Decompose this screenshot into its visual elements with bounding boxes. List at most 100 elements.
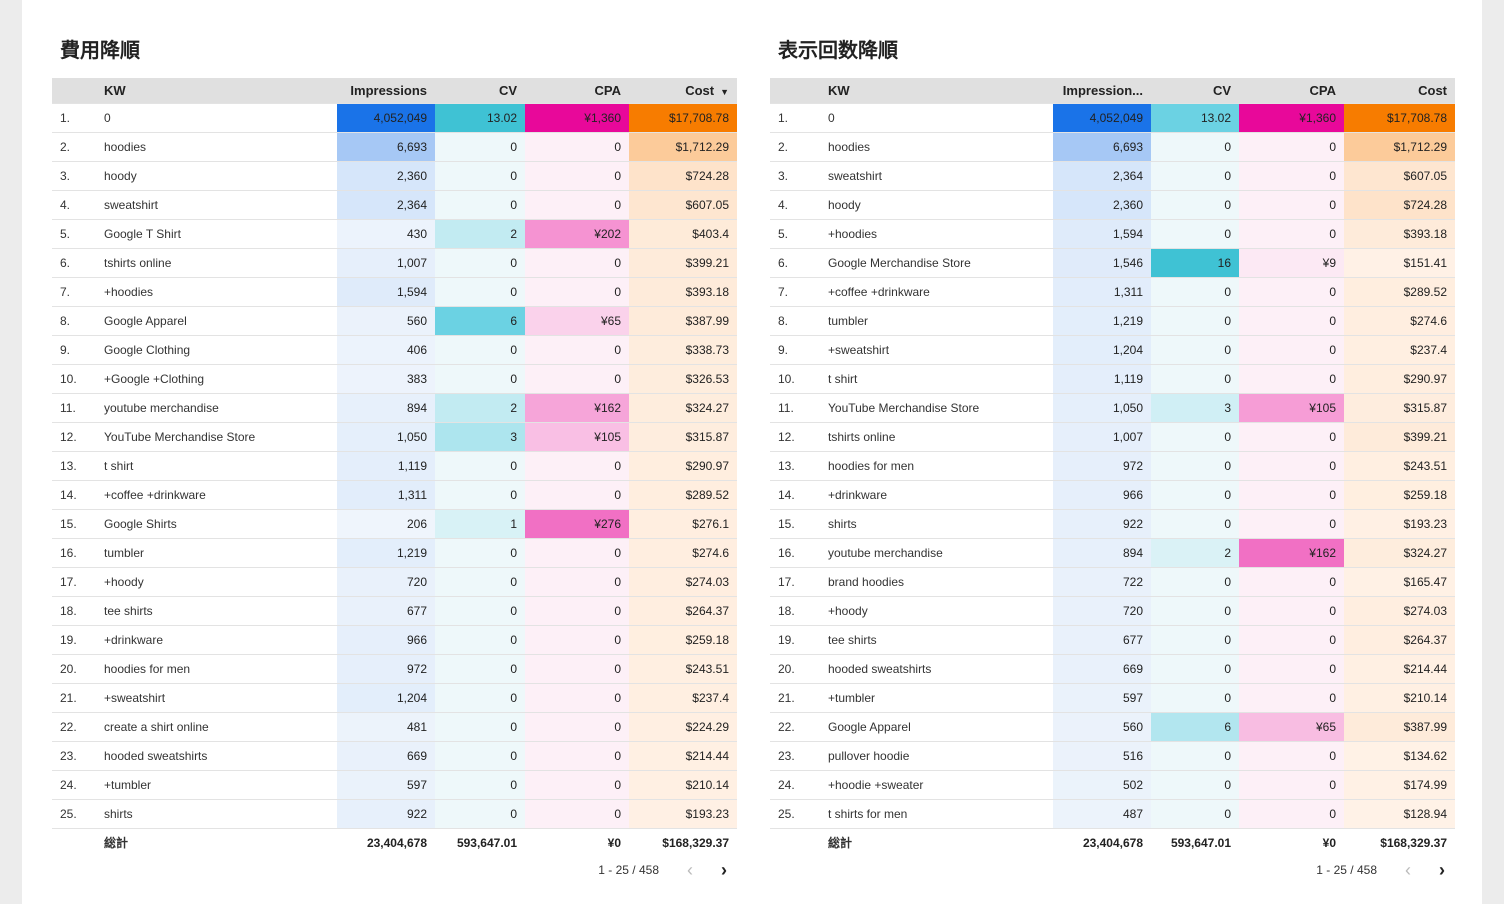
header-cpa[interactable]: CPA <box>1239 78 1344 104</box>
table-row[interactable]: 3. sweatshirt 2,364 0 0 $607.05 <box>770 161 1455 191</box>
row-cost: $264.37 <box>629 596 737 626</box>
header-cv[interactable]: CV <box>435 78 525 104</box>
table-row[interactable]: 23. pullover hoodie 516 0 0 $134.62 <box>770 741 1455 771</box>
row-impressions: 1,219 <box>337 538 435 568</box>
row-cv: 0 <box>435 654 525 684</box>
table-row[interactable]: 13. hoodies for men 972 0 0 $243.51 <box>770 451 1455 481</box>
table-row[interactable]: 5. Google T Shirt 430 2 ¥202 $403.4 <box>52 219 737 249</box>
table-row[interactable]: 3. hoody 2,360 0 0 $724.28 <box>52 161 737 191</box>
row-cost: $193.23 <box>629 799 737 829</box>
table-row[interactable]: 16. tumbler 1,219 0 0 $274.6 <box>52 538 737 568</box>
row-keyword: +tumbler <box>96 770 337 800</box>
header-impressions[interactable]: Impressions <box>337 78 435 104</box>
cost-desc-table: KW Impressions CV CPA Cost ▼ 1. 0 4,052,049… <box>52 78 737 856</box>
row-keyword: Google T Shirt <box>96 219 337 249</box>
row-impressions: 1,311 <box>337 480 435 510</box>
table-row[interactable]: 12. tshirts online 1,007 0 0 $399.21 <box>770 422 1455 452</box>
table-row[interactable]: 25. t shirts for men 487 0 0 $128.94 <box>770 799 1455 829</box>
header-kw[interactable]: KW <box>96 78 337 104</box>
table-row[interactable]: 25. shirts 922 0 0 $193.23 <box>52 799 737 829</box>
row-cv: 0 <box>1151 799 1239 829</box>
row-index: 19. <box>770 625 820 655</box>
table-row[interactable]: 7. +hoodies 1,594 0 0 $393.18 <box>52 277 737 307</box>
row-keyword: hooded sweatshirts <box>96 741 337 771</box>
header-row: KW Impression... CV CPA Cost <box>770 78 1455 104</box>
table-row[interactable]: 15. shirts 922 0 0 $193.23 <box>770 509 1455 539</box>
table-row[interactable]: 1. 0 4,052,049 13.02 ¥1,360 $17,708.78 <box>770 103 1455 133</box>
row-index: 15. <box>52 509 96 539</box>
row-cv: 13.02 <box>435 103 525 133</box>
table-row[interactable]: 2. hoodies 6,693 0 0 $1,712.29 <box>52 132 737 162</box>
header-cost[interactable]: Cost <box>1344 78 1455 104</box>
table-row[interactable]: 2. hoodies 6,693 0 0 $1,712.29 <box>770 132 1455 162</box>
table-row[interactable]: 17. +hoody 720 0 0 $274.03 <box>52 567 737 597</box>
row-index: 14. <box>52 480 96 510</box>
row-cost: $259.18 <box>629 625 737 655</box>
table-row[interactable]: 12. YouTube Merchandise Store 1,050 3 ¥105 $3… <box>52 422 737 452</box>
header-kw[interactable]: KW <box>820 78 1053 104</box>
table-row[interactable]: 14. +coffee +drinkware 1,311 0 0 $289.52 <box>52 480 737 510</box>
table-row[interactable]: 10. t shirt 1,119 0 0 $290.97 <box>770 364 1455 394</box>
table-row[interactable]: 4. sweatshirt 2,364 0 0 $607.05 <box>52 190 737 220</box>
table-row[interactable]: 8. tumbler 1,219 0 0 $274.6 <box>770 306 1455 336</box>
table-row[interactable]: 24. +tumbler 597 0 0 $210.14 <box>52 770 737 800</box>
row-cv: 0 <box>435 596 525 626</box>
row-index: 4. <box>770 190 820 220</box>
prev-page-icon[interactable]: ‹ <box>1405 860 1411 880</box>
table-row[interactable]: 6. tshirts online 1,007 0 0 $399.21 <box>52 248 737 278</box>
table-row[interactable]: 4. hoody 2,360 0 0 $724.28 <box>770 190 1455 220</box>
table-row[interactable]: 19. +drinkware 966 0 0 $259.18 <box>52 625 737 655</box>
table-row[interactable]: 5. +hoodies 1,594 0 0 $393.18 <box>770 219 1455 249</box>
table-row[interactable]: 23. hooded sweatshirts 669 0 0 $214.44 <box>52 741 737 771</box>
table-row[interactable]: 22. Google Apparel 560 6 ¥65 $387.99 <box>770 712 1455 742</box>
row-cost: $315.87 <box>629 422 737 452</box>
row-keyword: create a shirt online <box>96 712 337 742</box>
table-row[interactable]: 16. youtube merchandise 894 2 ¥162 $324.27 <box>770 538 1455 568</box>
prev-page-icon[interactable]: ‹ <box>687 860 693 880</box>
row-impressions: 720 <box>1053 596 1151 626</box>
row-cpa: 0 <box>1239 422 1344 452</box>
table-row[interactable]: 14. +drinkware 966 0 0 $259.18 <box>770 480 1455 510</box>
table-row[interactable]: 22. create a shirt online 481 0 0 $224.29 <box>52 712 737 742</box>
table-row[interactable]: 10. +Google +Clothing 383 0 0 $326.53 <box>52 364 737 394</box>
table-row[interactable]: 13. t shirt 1,119 0 0 $290.97 <box>52 451 737 481</box>
row-cost: $399.21 <box>629 248 737 278</box>
panel-title: 表示回数降順 <box>778 38 898 62</box>
table-row[interactable]: 15. Google Shirts 206 1 ¥276 $276.1 <box>52 509 737 539</box>
row-cost: $607.05 <box>1344 161 1455 191</box>
table-row[interactable]: 17. brand hoodies 722 0 0 $165.47 <box>770 567 1455 597</box>
table-row[interactable]: 1. 0 4,052,049 13.02 ¥1,360 $17,708.78 <box>52 103 737 133</box>
table-row[interactable]: 7. +coffee +drinkware 1,311 0 0 $289.52 <box>770 277 1455 307</box>
next-page-icon[interactable]: › <box>1439 860 1445 880</box>
table-row[interactable]: 24. +hoodie +sweater 502 0 0 $174.99 <box>770 770 1455 800</box>
table-row[interactable]: 19. tee shirts 677 0 0 $264.37 <box>770 625 1455 655</box>
row-index: 13. <box>52 451 96 481</box>
header-impressions[interactable]: Impression... <box>1053 78 1151 104</box>
table-row[interactable]: 20. hooded sweatshirts 669 0 0 $214.44 <box>770 654 1455 684</box>
table-row[interactable]: 9. Google Clothing 406 0 0 $338.73 <box>52 335 737 365</box>
row-cpa: ¥65 <box>1239 712 1344 742</box>
row-index: 2. <box>770 132 820 162</box>
table-row[interactable]: 8. Google Apparel 560 6 ¥65 $387.99 <box>52 306 737 336</box>
row-index: 1. <box>52 103 96 133</box>
table-row[interactable]: 21. +sweatshirt 1,204 0 0 $237.4 <box>52 683 737 713</box>
table-row[interactable]: 18. +hoody 720 0 0 $274.03 <box>770 596 1455 626</box>
row-cost: $237.4 <box>1344 335 1455 365</box>
header-cpa[interactable]: CPA <box>525 78 629 104</box>
row-cost: $1,712.29 <box>1344 132 1455 162</box>
row-cpa: ¥1,360 <box>1239 103 1344 133</box>
table-row[interactable]: 11. youtube merchandise 894 2 ¥162 $324.27 <box>52 393 737 423</box>
row-cpa: ¥105 <box>1239 393 1344 423</box>
table-row[interactable]: 11. YouTube Merchandise Store 1,050 3 ¥105 $3… <box>770 393 1455 423</box>
table-row[interactable]: 21. +tumbler 597 0 0 $210.14 <box>770 683 1455 713</box>
row-cost: $289.52 <box>629 480 737 510</box>
header-cost[interactable]: Cost ▼ <box>629 78 737 104</box>
table-row[interactable]: 20. hoodies for men 972 0 0 $243.51 <box>52 654 737 684</box>
table-row[interactable]: 6. Google Merchandise Store 1,546 16 ¥9 $151.… <box>770 248 1455 278</box>
row-impressions: 4,052,049 <box>1053 103 1151 133</box>
next-page-icon[interactable]: › <box>721 860 727 880</box>
header-cv[interactable]: CV <box>1151 78 1239 104</box>
table-row[interactable]: 9. +sweatshirt 1,204 0 0 $237.4 <box>770 335 1455 365</box>
row-index: 18. <box>52 596 96 626</box>
table-row[interactable]: 18. tee shirts 677 0 0 $264.37 <box>52 596 737 626</box>
